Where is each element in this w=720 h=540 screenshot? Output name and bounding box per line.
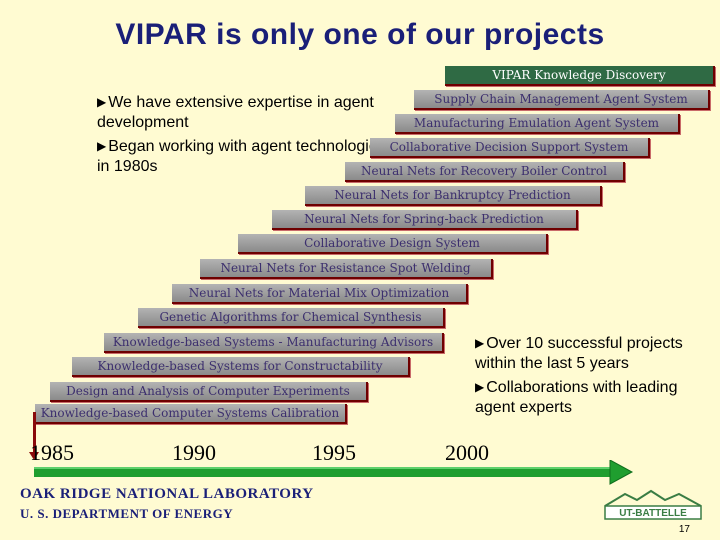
org-name: OAK RIDGE NATIONAL LABORATORY: [20, 486, 314, 502]
page-number: 17: [678, 524, 690, 535]
project-step: Knowledge-based Systems for Constructabi…: [72, 357, 410, 377]
project-step: Knowledge-based Systems - Manufacturing …: [104, 333, 444, 353]
project-step: Genetic Algorithms for Chemical Synthesi…: [138, 308, 445, 328]
timeline-arrow-icon: [34, 460, 634, 485]
project-step: Knowledge-based Computer Systems Calibra…: [35, 404, 347, 424]
project-step: Neural Nets for Bankruptcy Prediction: [305, 186, 602, 206]
project-step: Collaborative Design System: [238, 234, 548, 254]
project-step: Neural Nets for Material Mix Optimizatio…: [172, 284, 468, 304]
project-step: Design and Analysis of Computer Experime…: [50, 382, 368, 402]
bullet-arrow-icon: ▶: [475, 380, 485, 394]
bullet-projects: ▶ Over 10 successful projects within the …: [475, 335, 683, 372]
start-marker: [33, 412, 36, 456]
start-marker-arrow-icon: [29, 452, 39, 460]
ut-battelle-logo: UT-BATTELLE: [604, 489, 702, 520]
logo-text: UT-BATTELLE: [619, 508, 687, 519]
year-1995: 1995: [312, 440, 356, 465]
bullet-arrow-icon: ▶: [475, 336, 485, 350]
bullet-began: ▶ Began working with agent technologies i…: [97, 138, 386, 175]
project-step: Neural Nets for Recovery Boiler Control: [345, 162, 625, 182]
project-step: Collaborative Decision Support System: [370, 138, 650, 158]
year-2000: 2000: [445, 440, 489, 465]
project-step: Neural Nets for Spring-back Prediction: [272, 210, 578, 230]
project-step: Supply Chain Management Agent System: [414, 90, 710, 110]
year-1990: 1990: [172, 440, 216, 465]
bullet-collaborations: ▶ Collaborations with leading agent exper…: [475, 379, 678, 416]
project-step-vipar: VIPAR Knowledge Discovery: [445, 66, 715, 86]
slide-title: VIPAR is only one of our projects: [115, 18, 605, 51]
year-1985: 1985: [30, 440, 74, 465]
bullet-expertise: ▶ We have extensive expertise in agent de…: [97, 94, 374, 131]
bullets-right: ▶ Over 10 successful projects within the …: [475, 333, 715, 421]
bullet-arrow-icon: ▶: [97, 139, 107, 153]
bullet-arrow-icon: ▶: [97, 95, 107, 109]
bullets-left: ▶ We have extensive expertise in agent de…: [97, 92, 397, 180]
project-step: Neural Nets for Resistance Spot Welding: [200, 259, 493, 279]
project-step: Manufacturing Emulation Agent System: [395, 114, 680, 134]
org-department: U. S. DEPARTMENT OF ENERGY: [20, 506, 234, 521]
